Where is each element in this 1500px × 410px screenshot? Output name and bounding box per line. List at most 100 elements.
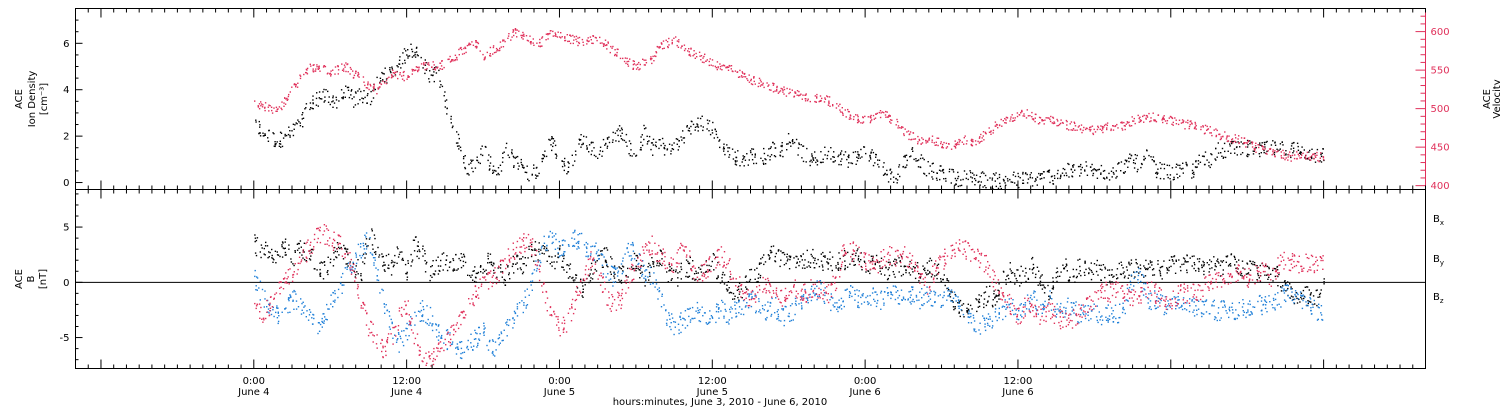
bx-point [824, 255, 826, 257]
bx-point [1308, 289, 1310, 291]
by-point [738, 300, 740, 302]
bx-point [493, 263, 495, 265]
velocity-point [278, 106, 281, 108]
velocity-point [1112, 125, 1114, 127]
ion-density-point [492, 169, 494, 172]
by-point [401, 330, 403, 332]
velocity-point [692, 55, 694, 57]
velocity-point [782, 89, 784, 91]
by-point [621, 272, 623, 275]
velocity-point [388, 76, 390, 78]
bx-point [1259, 280, 1262, 283]
ion-density-point [545, 155, 548, 158]
by-point [955, 300, 957, 302]
by-point [975, 330, 977, 333]
ion-density-point [751, 153, 753, 156]
ion-density-point [414, 56, 417, 58]
bx-point [271, 257, 273, 259]
velocity-point [799, 94, 801, 96]
velocity-point [928, 137, 931, 139]
velocity-point [479, 50, 481, 52]
ion-density-point [309, 108, 311, 111]
bx-point [461, 256, 463, 258]
ion-density-point [389, 69, 391, 71]
velocity-point [638, 69, 640, 71]
bx-point [1041, 288, 1044, 290]
ion-density-point [763, 152, 766, 155]
ion-density-point [802, 160, 805, 163]
by-point [665, 309, 667, 312]
bx-point [407, 260, 409, 262]
velocity-point [386, 77, 389, 80]
velocity-point [763, 86, 765, 89]
bx-point [959, 315, 961, 318]
ion-density-point [760, 157, 762, 159]
velocity-point [1034, 113, 1037, 115]
bx-point [534, 241, 537, 243]
bx-point [789, 258, 791, 261]
by-point [369, 252, 372, 254]
bx-point [1005, 279, 1007, 281]
velocity-point [871, 119, 873, 121]
by-point [435, 329, 438, 331]
by-point [830, 296, 833, 299]
ion-density-point [1208, 165, 1210, 167]
bx-point [687, 260, 689, 263]
by-point [289, 294, 291, 296]
velocity-point [1042, 119, 1044, 122]
by-point [516, 315, 519, 317]
velocity-point [715, 66, 717, 69]
velocity-point [982, 131, 985, 133]
ion-density-point [295, 122, 297, 124]
bx-point [1158, 269, 1161, 272]
velocity-point [1310, 159, 1312, 161]
bx-point [721, 273, 724, 276]
velocity-point [1163, 115, 1165, 117]
bx-point [1170, 265, 1172, 268]
bx-point [301, 254, 303, 256]
bx-point [497, 267, 499, 269]
velocity-point [979, 141, 981, 143]
velocity-point [922, 138, 924, 141]
bx-point [1052, 285, 1054, 287]
ion-density-point [1249, 142, 1251, 145]
velocity-point [921, 142, 924, 144]
ion-density-point [289, 130, 291, 132]
by-point [386, 309, 389, 311]
bx-point [1068, 279, 1070, 281]
by-point [543, 235, 545, 238]
by-point [948, 295, 951, 297]
bx-point [635, 259, 638, 262]
velocity-point [518, 30, 520, 32]
ion-density-point [1132, 162, 1135, 164]
bx-point [680, 268, 683, 271]
bx-point [382, 265, 384, 267]
by-point [904, 298, 906, 301]
bx-point [399, 251, 401, 253]
velocity-point [577, 37, 579, 39]
velocity-point [1287, 159, 1289, 161]
by-point [927, 295, 930, 298]
ion-density-point [779, 151, 782, 153]
by-point [551, 236, 554, 238]
velocity-point [285, 98, 287, 100]
velocity-point [610, 45, 612, 48]
bx-point [872, 259, 874, 262]
velocity-point [530, 41, 532, 43]
bx-point [598, 254, 600, 257]
bx-point [880, 257, 883, 259]
velocity-point [1262, 148, 1264, 150]
ion-density-point [1304, 157, 1306, 159]
by-point [696, 307, 699, 309]
velocity-point [1178, 119, 1181, 121]
by-point [1005, 304, 1008, 306]
ion-density-point [362, 98, 365, 100]
ion-density-point [255, 119, 257, 121]
by-point [874, 300, 876, 302]
bx-point [417, 241, 419, 243]
bx-point [418, 257, 420, 260]
velocity-point [342, 68, 345, 70]
ion-density-point [770, 154, 773, 156]
bx-point [554, 267, 556, 270]
ion-density-point [1263, 141, 1266, 144]
